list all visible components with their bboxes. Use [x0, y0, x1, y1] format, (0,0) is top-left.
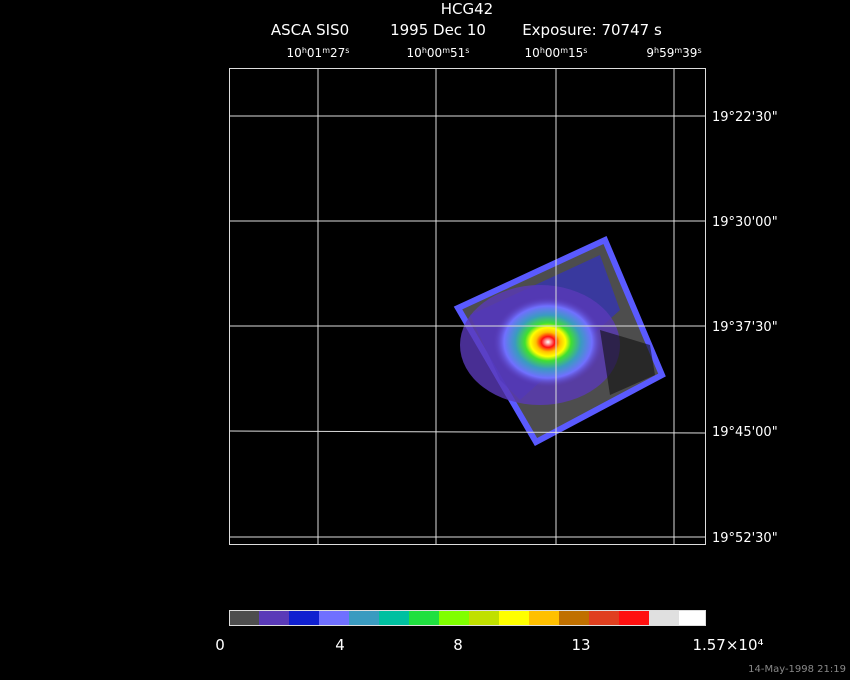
object-name: HCG42: [441, 0, 493, 18]
colorbar: [229, 610, 706, 626]
coordinate-grid: [228, 68, 707, 545]
instrument: ASCA SIS0: [271, 21, 349, 39]
dec-label: 19°22'30": [712, 110, 778, 125]
colorbar-label: 4: [335, 636, 345, 654]
ra-label: 10h00m51s: [407, 46, 470, 60]
colorbar-label: 1.57×10⁴: [692, 636, 763, 654]
dec-label: 19°45'00": [712, 425, 778, 440]
exposure: Exposure: 70747 s: [522, 21, 662, 39]
obs-date: 1995 Dec 10: [390, 21, 486, 39]
xray-image: [453, 235, 666, 447]
timestamp: 14-May-1998 21:19: [748, 664, 846, 675]
dec-label: 19°52'30": [712, 531, 778, 546]
ra-label: 10h00m15s: [525, 46, 588, 60]
colorbar-label: 0: [215, 636, 225, 654]
ra-labels: 10h01m27s 10h00m51s 10h00m15s 9h59m39s: [287, 46, 702, 60]
dec-label: 19°30'00": [712, 215, 778, 230]
ra-label: 10h01m27s: [287, 46, 350, 60]
dec-label: 19°37'30": [712, 320, 778, 335]
colorbar-labels: 0 4 8 13 1.57×10⁴: [215, 636, 763, 654]
ra-label: 9h59m39s: [646, 46, 701, 60]
dec-labels: 19°22'30" 19°30'00" 19°37'30" 19°45'00" …: [712, 110, 778, 546]
colorbar-label: 13: [571, 636, 590, 654]
colorbar-label: 8: [453, 636, 463, 654]
